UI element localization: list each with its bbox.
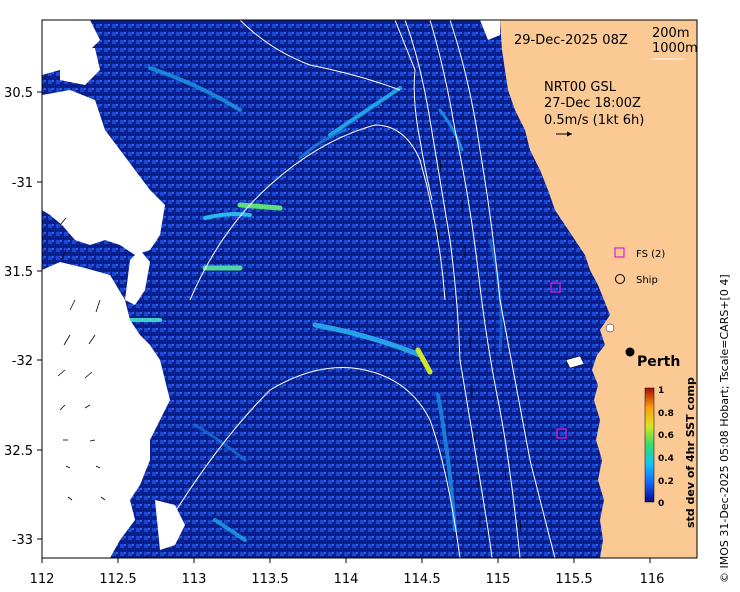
fs-legend-marker (614, 247, 625, 258)
altimetry-source-label: NRT00 GSL (544, 80, 617, 95)
plot-frame (41, 19, 698, 559)
perth-label: Perth (637, 354, 680, 370)
x-axis-labels: 112 112.5 113 113.5 114 114.5 115 115.5 … (30, 572, 665, 587)
colorbar-title: std dev of 4hr SST comp (684, 377, 697, 528)
x-tick-label: 115.5 (555, 572, 592, 587)
colorbar-gradient (644, 387, 655, 503)
x-tick-label: 114.5 (403, 572, 440, 587)
depth-label-1000m: 1000m (652, 41, 698, 56)
current-vectors (57, 159, 522, 558)
map-plot-area (42, 20, 697, 558)
x-tick-label: 113.5 (251, 572, 288, 587)
x-tick-label: 116 (640, 572, 665, 587)
y-tick-label: -33 (12, 533, 33, 548)
credit-label: © IMOS 31-Dec-2025 05:08 Hobart; Tscale=… (718, 274, 731, 583)
altimetry-date-label: 27-Dec 18:00Z (544, 96, 641, 111)
colorbar-tick: 0.2 (658, 477, 674, 487)
axis-tick-marks (37, 91, 651, 563)
colorbar-tick: 0.6 (658, 431, 674, 441)
vector-scale-label: 0.5m/s (1kt 6h) (544, 113, 644, 128)
fs-legend-label: FS (2) (636, 249, 665, 260)
y-tick-label: -31 (12, 176, 33, 191)
colorbar-tick: 1 (658, 386, 664, 396)
cloud-mask (42, 20, 500, 558)
colorbar-tick: 0 (658, 499, 664, 509)
rottnest-islands (565, 323, 615, 369)
x-tick-label: 115 (486, 572, 511, 587)
depth-label-200m: 200m (652, 26, 689, 41)
y-tick-label: 30.5 (4, 86, 33, 101)
fs-marker (550, 282, 561, 293)
colorbar: 0 0.2 0.4 0.6 0.8 1 std dev of 4hr SST c… (644, 377, 697, 528)
perth-location-dot (625, 347, 635, 357)
ship-legend-marker (615, 274, 625, 284)
y-axis-labels: 30.5 -31 31.5 -32 32.5 -33 (4, 86, 33, 548)
x-tick-label: 112 (30, 572, 55, 587)
map-date-label: 29-Dec-2025 08Z (514, 33, 628, 48)
x-tick-label: 112.5 (99, 572, 136, 587)
fs-marker (556, 428, 567, 439)
colorbar-tick: 0.8 (658, 409, 674, 419)
bathymetry-contours (169, 20, 556, 558)
y-tick-label: -32 (12, 354, 33, 369)
x-tick-label: 114 (334, 572, 359, 587)
y-tick-label: 32.5 (4, 444, 33, 459)
y-tick-label: 31.5 (4, 265, 33, 280)
x-tick-label: 113 (182, 572, 207, 587)
vector-scale-arrow (556, 131, 572, 137)
colorbar-tick: 0.4 (658, 454, 674, 464)
ship-legend-label: Ship (636, 275, 658, 286)
